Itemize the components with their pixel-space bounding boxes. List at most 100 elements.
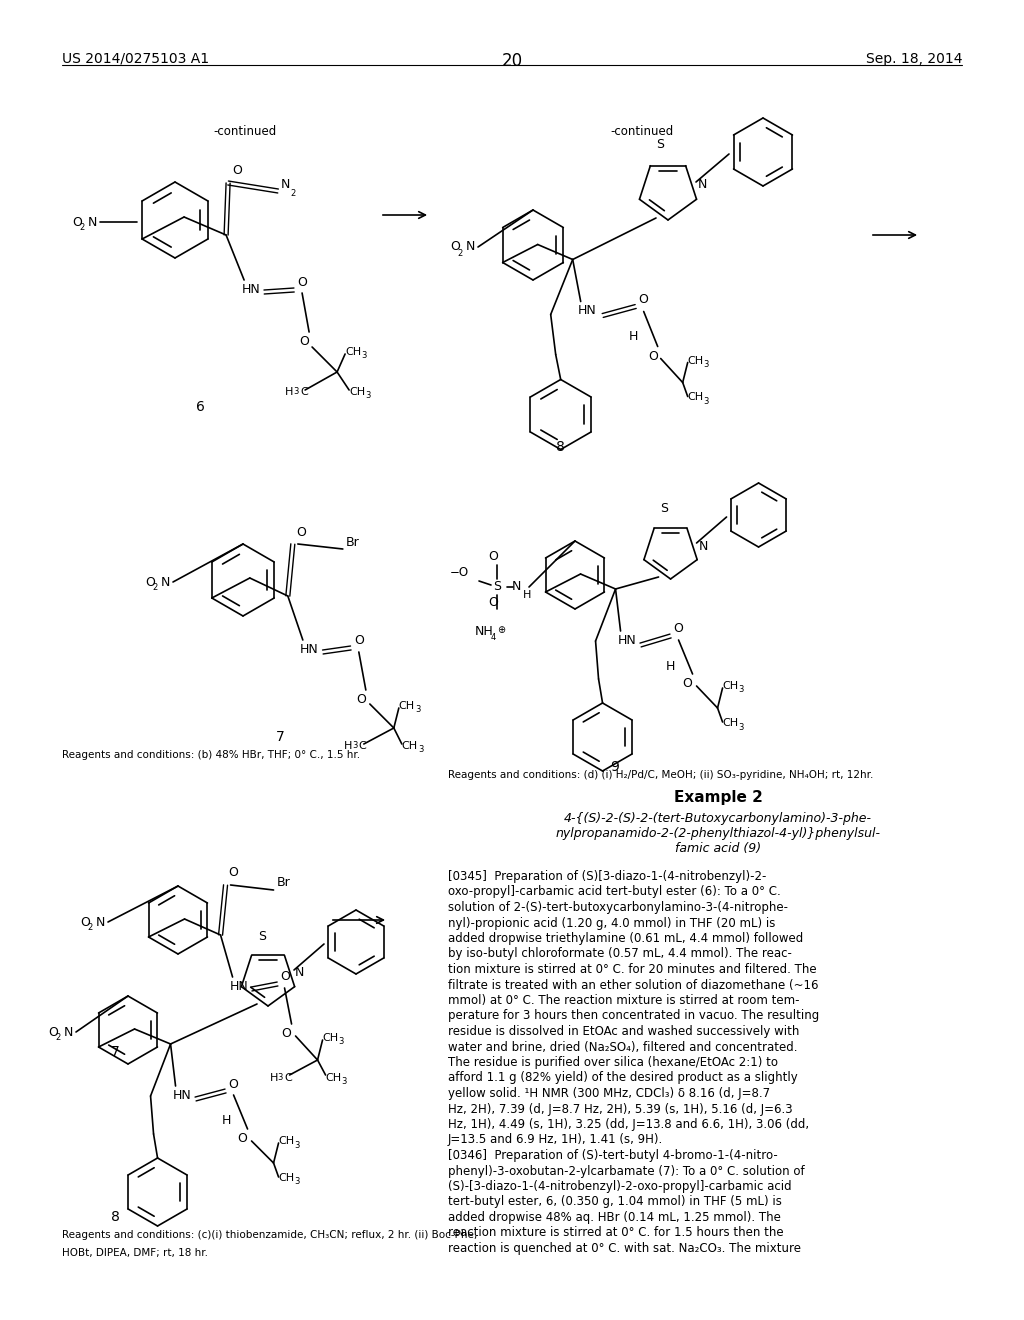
Text: 3: 3 [295,1177,300,1187]
Text: -continued: -continued [213,125,276,139]
Text: Example 2: Example 2 [674,789,763,805]
Text: 7: 7 [111,1045,120,1059]
Text: phenyl)-3-oxobutan-2-ylcarbamate (7): To a 0° C. solution of: phenyl)-3-oxobutan-2-ylcarbamate (7): To… [449,1164,805,1177]
Text: Hz, 1H), 4.49 (s, 1H), 3.25 (dd, J=13.8 and 6.6, 1H), 3.06 (dd,: Hz, 1H), 4.49 (s, 1H), 3.25 (dd, J=13.8 … [449,1118,809,1131]
Text: Sep. 18, 2014: Sep. 18, 2014 [865,51,962,66]
Text: H: H [344,741,352,751]
Text: 2: 2 [290,189,295,198]
Text: CH: CH [688,392,703,403]
Text: 3: 3 [703,397,709,407]
Text: oxo-propyl]-carbamic acid tert-butyl ester (6): To a 0° C.: oxo-propyl]-carbamic acid tert-butyl est… [449,886,780,899]
Text: HN: HN [242,282,261,296]
Text: CH: CH [723,681,738,690]
Text: N: N [698,540,708,553]
Text: Br: Br [276,876,291,890]
Text: HOBt, DIPEA, DMF; rt, 18 hr.: HOBt, DIPEA, DMF; rt, 18 hr. [62,1247,208,1258]
Text: CH: CH [279,1137,295,1146]
Text: 3: 3 [418,746,423,755]
Text: N: N [88,215,97,228]
Text: O: O [228,1077,239,1090]
Text: tert-butyl ester, 6, (0.350 g, 1.04 mmol) in THF (5 mL) is: tert-butyl ester, 6, (0.350 g, 1.04 mmol… [449,1196,782,1209]
Text: Reagents and conditions: (d) (i) H₂/Pd/C, MeOH; (ii) SO₃-pyridine, NH₄OH; rt, 12: Reagents and conditions: (d) (i) H₂/Pd/C… [449,770,873,780]
Text: nylpropanamido-2-(2-phenylthiazol-4-yl)}phenylsul-: nylpropanamido-2-(2-phenylthiazol-4-yl)}… [555,828,881,840]
Text: HN: HN [229,979,248,993]
Text: CH: CH [323,1034,339,1043]
Text: ⊕: ⊕ [497,624,505,635]
Text: C: C [300,387,308,397]
Text: N: N [63,1026,74,1039]
Text: N: N [512,581,521,594]
Text: 3: 3 [352,742,357,751]
Text: mmol) at 0° C. The reaction mixture is stirred at room tem-: mmol) at 0° C. The reaction mixture is s… [449,994,800,1007]
Text: C: C [358,741,367,751]
Text: CH: CH [279,1173,295,1183]
Text: O: O [683,677,692,690]
Text: 3: 3 [738,722,743,731]
Text: reaction mixture is stirred at 0° C. for 1.5 hours then the: reaction mixture is stirred at 0° C. for… [449,1226,783,1239]
Text: CH: CH [401,741,418,751]
Text: 7: 7 [275,730,285,744]
Text: CH: CH [688,355,703,366]
Text: 3: 3 [738,685,743,694]
Text: 3: 3 [295,1140,300,1150]
Text: O: O [238,1133,248,1144]
Text: N: N [282,177,291,190]
Text: 3: 3 [293,388,298,396]
Text: O: O [354,635,364,648]
Text: 3: 3 [278,1073,283,1082]
Text: 3: 3 [342,1077,347,1086]
Text: O: O [228,866,239,879]
Text: added dropwise triethylamine (0.61 mL, 4.4 mmol) followed: added dropwise triethylamine (0.61 mL, 4… [449,932,803,945]
Text: 8: 8 [556,440,564,454]
Text: afford 1.1 g (82% yield) of the desired product as a slightly: afford 1.1 g (82% yield) of the desired … [449,1072,798,1085]
Text: Hz, 2H), 7.39 (d, J=8.7 Hz, 2H), 5.39 (s, 1H), 5.16 (d, J=6.3: Hz, 2H), 7.39 (d, J=8.7 Hz, 2H), 5.39 (s… [449,1102,793,1115]
Text: CH: CH [349,387,366,397]
Text: nyl)-propionic acid (1.20 g, 4.0 mmol) in THF (20 mL) is: nyl)-propionic acid (1.20 g, 4.0 mmol) i… [449,916,775,929]
Text: 4-{(S)-2-(S)-2-(tert-Butoxycarbonylamino)-3-phe-: 4-{(S)-2-(S)-2-(tert-Butoxycarbonylamino… [564,812,872,825]
Text: N: N [96,916,105,928]
Text: CH: CH [345,347,361,356]
Text: 2: 2 [55,1034,60,1043]
Text: O: O [356,693,366,706]
Text: C: C [285,1073,292,1082]
Text: US 2014/0275103 A1: US 2014/0275103 A1 [62,51,209,66]
Text: Reagents and conditions: (b) 48% HBr, THF; 0° C., 1.5 hr.: Reagents and conditions: (b) 48% HBr, TH… [62,750,360,760]
Text: solution of 2-(S)-tert-butoxycarbonylamino-3-(4-nitrophe-: solution of 2-(S)-tert-butoxycarbonylami… [449,902,788,913]
Text: H: H [523,590,531,601]
Text: 2: 2 [457,248,462,257]
Text: O: O [281,970,291,983]
Text: -continued: -continued [610,125,673,139]
Text: N: N [295,966,304,979]
Text: CH: CH [398,701,415,711]
Text: O: O [282,1027,292,1040]
Text: O: O [450,240,460,253]
Text: HN: HN [300,643,318,656]
Text: S: S [493,581,501,594]
Text: The residue is purified over silica (hexane/EtOAc 2:1) to: The residue is purified over silica (hex… [449,1056,778,1069]
Text: 2: 2 [152,583,158,593]
Text: O: O [80,916,90,928]
Text: Br: Br [346,536,359,549]
Text: 2: 2 [87,924,92,932]
Text: 3: 3 [366,392,371,400]
Text: O: O [48,1026,58,1039]
Text: added dropwise 48% aq. HBr (0.14 mL, 1.25 mmol). The: added dropwise 48% aq. HBr (0.14 mL, 1.2… [449,1210,781,1224]
Text: perature for 3 hours then concentrated in vacuo. The resulting: perature for 3 hours then concentrated i… [449,1010,819,1023]
Text: −O: −O [450,565,469,578]
Text: S: S [656,139,664,152]
Text: yellow solid. ¹H NMR (300 MHz, CDCl₃) δ 8.16 (d, J=8.7: yellow solid. ¹H NMR (300 MHz, CDCl₃) δ … [449,1086,770,1100]
Text: H: H [666,660,675,672]
Text: O: O [72,215,82,228]
Text: O: O [488,595,498,609]
Text: 8: 8 [111,1210,120,1224]
Text: N: N [161,576,170,589]
Text: N: N [698,178,708,191]
Text: O: O [232,165,242,177]
Text: 6: 6 [196,400,205,414]
Text: J=13.5 and 6.9 Hz, 1H), 1.41 (s, 9H).: J=13.5 and 6.9 Hz, 1H), 1.41 (s, 9H). [449,1134,664,1147]
Text: O: O [674,623,683,635]
Text: tion mixture is stirred at 0° C. for 20 minutes and filtered. The: tion mixture is stirred at 0° C. for 20 … [449,964,816,975]
Text: Reagents and conditions: (c)(i) thiobenzamide, CH₃CN; reflux, 2 hr. (ii) Boc-Phe: Reagents and conditions: (c)(i) thiobenz… [62,1230,477,1239]
Text: O: O [297,276,307,289]
Text: [0345]  Preparation of (S)[3-diazo-1-(4-nitrobenzyl)-2-: [0345] Preparation of (S)[3-diazo-1-(4-n… [449,870,766,883]
